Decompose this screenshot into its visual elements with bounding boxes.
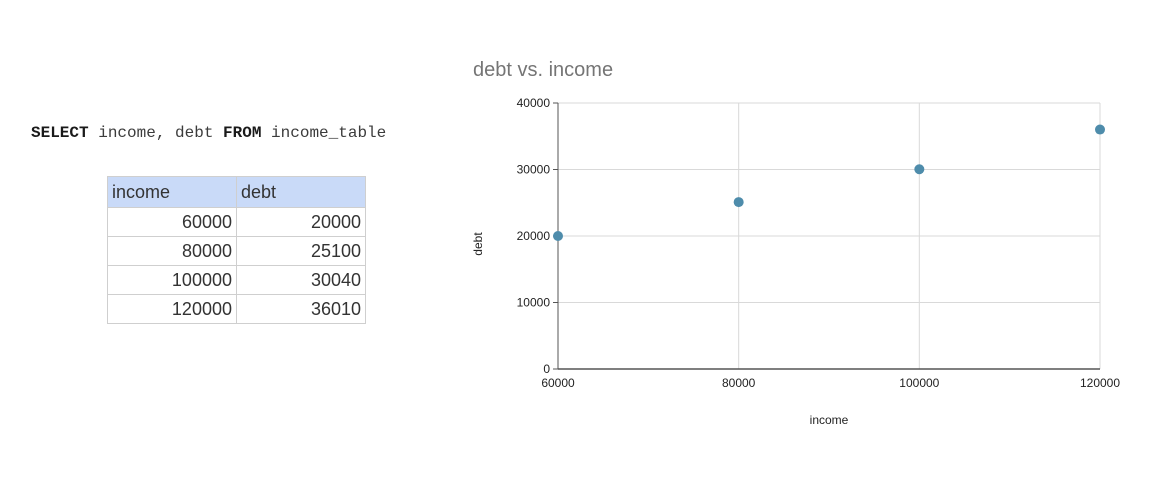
table-row: 60000 20000 <box>107 207 366 237</box>
data-point <box>1095 124 1105 135</box>
cell-debt: 25100 <box>236 236 366 266</box>
x-tick-label: 100000 <box>899 376 939 390</box>
sql-table-name: income_table <box>261 124 387 142</box>
chart-grid <box>557 102 1101 369</box>
chart-title: debt vs. income <box>473 59 613 81</box>
scatter-chart: debt vs. income 0 10000 20000 30000 40000 600… <box>471 59 1121 427</box>
y-tick-label: 0 <box>543 362 550 376</box>
result-table: income debt 60000 20000 80000 25100 1000… <box>107 176 366 324</box>
y-tick-label: 30000 <box>517 163 551 177</box>
data-point <box>553 231 563 241</box>
chart-points <box>553 124 1105 241</box>
x-tick-label: 120000 <box>1080 376 1120 390</box>
cell-income: 120000 <box>107 294 237 324</box>
table-header-row: income debt <box>107 176 366 208</box>
data-point <box>914 164 925 175</box>
cell-debt: 30040 <box>236 265 366 295</box>
chart-ticks: 0 10000 20000 30000 40000 60000 80000 100000 120… <box>517 96 1121 390</box>
sql-columns: income, debt <box>88 124 224 142</box>
y-tick-label: 10000 <box>517 296 551 310</box>
cell-debt: 20000 <box>236 207 366 237</box>
table-row: 100000 30040 <box>107 265 366 295</box>
x-tick-label: 80000 <box>722 376 756 390</box>
sql-keyword-from: FROM <box>223 124 262 142</box>
y-tick-label: 20000 <box>517 229 551 243</box>
table-row: 120000 36010 <box>107 294 366 324</box>
cell-debt: 36010 <box>236 294 366 324</box>
sql-query: SELECT income, debt FROM income_table <box>31 124 386 142</box>
header-debt: debt <box>236 176 366 208</box>
cell-income: 80000 <box>107 236 237 266</box>
header-income: income <box>107 176 237 208</box>
cell-income: 100000 <box>107 265 237 295</box>
sql-keyword-select: SELECT <box>31 124 89 142</box>
x-tick-label: 60000 <box>541 376 575 390</box>
cell-income: 60000 <box>107 207 237 237</box>
y-tick-label: 40000 <box>517 96 551 110</box>
y-axis-label: debt <box>471 232 485 256</box>
data-point <box>733 197 744 208</box>
x-axis-label: income <box>810 413 849 427</box>
table-row: 80000 25100 <box>107 236 366 266</box>
